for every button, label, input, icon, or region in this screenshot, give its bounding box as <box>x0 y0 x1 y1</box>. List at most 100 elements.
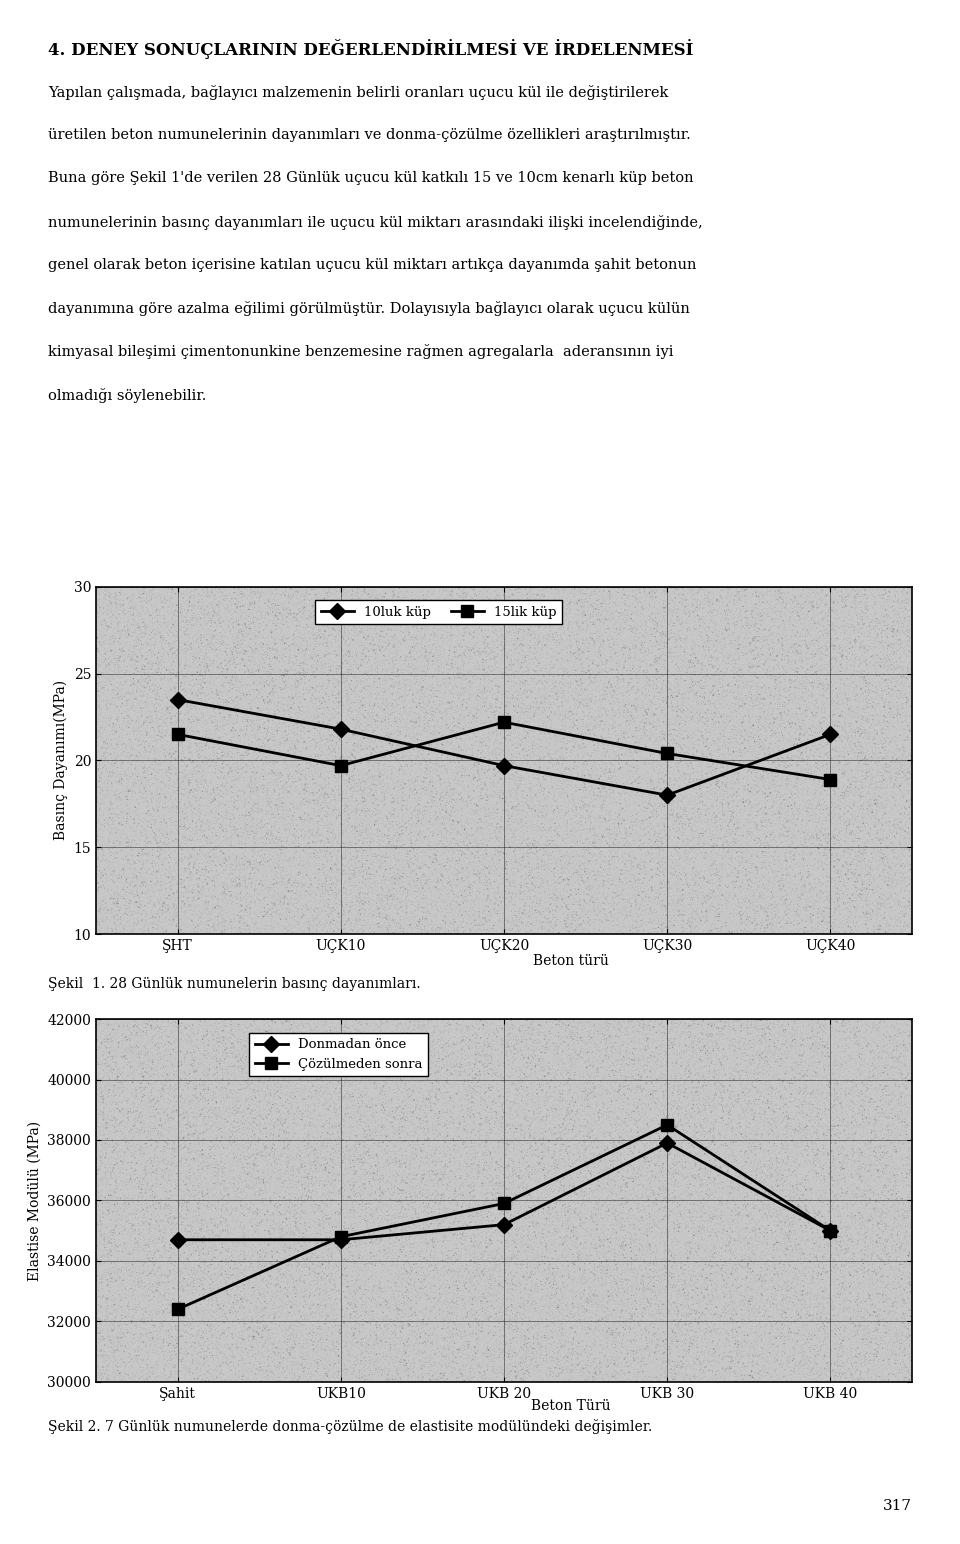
Point <box>216 1348 231 1373</box>
Point <box>479 811 494 835</box>
Point <box>887 1272 902 1297</box>
Point <box>111 686 127 710</box>
Point <box>698 591 713 616</box>
Point <box>251 868 266 892</box>
Point <box>343 1155 358 1180</box>
Point <box>176 1249 191 1274</box>
Point <box>206 733 222 758</box>
Point <box>338 1065 353 1090</box>
Point <box>210 598 226 622</box>
Point <box>453 721 468 746</box>
Point <box>589 1170 605 1195</box>
Point <box>693 760 708 784</box>
Point <box>506 1075 521 1099</box>
Point <box>885 1282 900 1306</box>
Point <box>778 615 793 639</box>
Point <box>581 594 596 619</box>
Point <box>390 1295 405 1320</box>
Point <box>376 608 392 633</box>
Point <box>299 1197 314 1221</box>
Point <box>659 1203 674 1227</box>
Point <box>157 824 173 849</box>
Point <box>123 1166 138 1190</box>
Point <box>262 698 277 723</box>
Point <box>512 710 527 735</box>
Point <box>719 618 734 642</box>
Point <box>150 1173 165 1198</box>
Point <box>863 1351 878 1376</box>
Point <box>451 1342 467 1366</box>
Point <box>828 1197 843 1221</box>
Point <box>523 902 539 926</box>
Point <box>204 914 220 939</box>
Point <box>537 798 552 823</box>
Point <box>756 1090 772 1115</box>
Point <box>445 824 461 849</box>
Point <box>444 613 459 638</box>
Point <box>348 1317 363 1342</box>
Point <box>878 1368 894 1393</box>
Point <box>726 1044 741 1068</box>
Point <box>490 1177 505 1201</box>
Point <box>272 712 287 736</box>
Point <box>166 1181 181 1206</box>
Point <box>116 1218 132 1243</box>
Point <box>565 1365 581 1390</box>
Point <box>332 650 348 675</box>
Point <box>544 1195 560 1220</box>
Point <box>120 1136 135 1161</box>
Point <box>644 661 660 686</box>
Point <box>383 777 398 801</box>
Point <box>740 899 756 923</box>
Point <box>761 1305 777 1329</box>
Point <box>583 602 598 627</box>
Point <box>605 601 620 625</box>
Point <box>364 716 379 741</box>
Point <box>118 1231 133 1255</box>
Point <box>688 686 704 710</box>
Point <box>506 605 521 630</box>
Point <box>276 1340 291 1365</box>
Point <box>384 735 399 760</box>
Point <box>293 1277 308 1302</box>
Point <box>161 1152 177 1177</box>
Point <box>145 665 160 690</box>
Point <box>484 1030 499 1055</box>
Point <box>832 1109 848 1133</box>
Point <box>366 1237 381 1261</box>
Point <box>541 1143 557 1167</box>
Point <box>714 703 730 727</box>
Point <box>866 670 881 695</box>
Point <box>893 1136 908 1161</box>
Point <box>500 1200 516 1224</box>
Point <box>859 862 875 886</box>
Point <box>367 1274 382 1299</box>
Point <box>278 1010 294 1034</box>
Point <box>848 775 863 800</box>
Point <box>194 897 209 922</box>
Point <box>587 692 602 716</box>
Point <box>379 576 395 601</box>
Point <box>799 577 814 602</box>
Point <box>776 1314 791 1339</box>
Point <box>400 1312 416 1337</box>
Point <box>837 774 852 798</box>
Point <box>801 727 816 752</box>
Point <box>763 806 779 831</box>
Point <box>251 599 266 624</box>
Point <box>393 696 408 721</box>
Point <box>161 655 177 679</box>
Point <box>681 922 696 946</box>
Point <box>303 1014 319 1039</box>
Point <box>695 698 710 723</box>
Point <box>518 1201 534 1226</box>
Point <box>355 590 371 615</box>
Point <box>688 1282 704 1306</box>
Point <box>537 1227 552 1252</box>
Point <box>113 1320 129 1345</box>
Point <box>860 1278 876 1303</box>
Point <box>300 1126 316 1150</box>
Point <box>847 791 862 815</box>
Point <box>605 770 620 795</box>
Point <box>294 905 309 929</box>
